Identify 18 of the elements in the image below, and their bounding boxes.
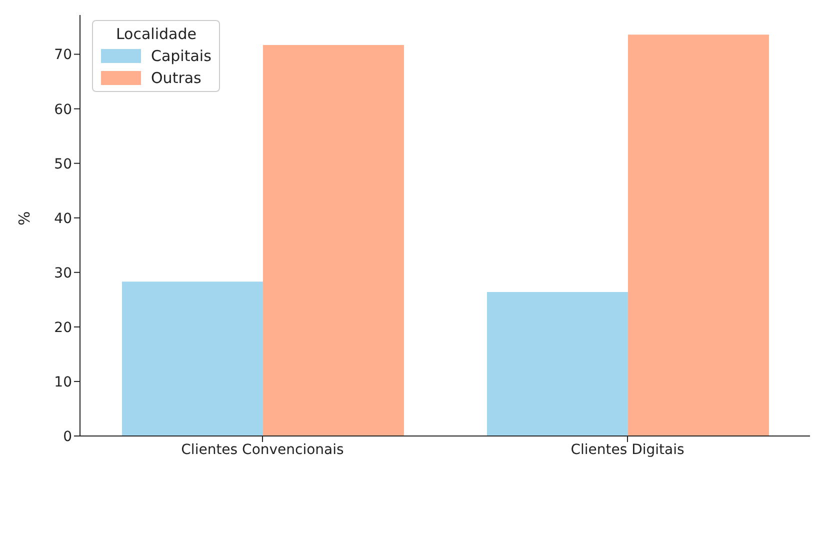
y-tick-label: 30 bbox=[54, 265, 72, 282]
y-tick-label: 60 bbox=[54, 102, 72, 118]
y-tick-label: 0 bbox=[63, 428, 72, 445]
bar bbox=[122, 282, 263, 436]
legend-title: Localidade bbox=[114, 25, 198, 43]
y-tick-label: 40 bbox=[54, 210, 72, 227]
y-tick-label: 10 bbox=[54, 374, 72, 390]
y-tick-label: 20 bbox=[54, 320, 72, 336]
x-tick-label: Clientes Convencionais bbox=[181, 442, 344, 458]
x-tick-label: Clientes Digitais bbox=[570, 442, 684, 458]
y-axis-title: % bbox=[15, 211, 34, 226]
legend-label: Capitais bbox=[151, 47, 212, 65]
bar bbox=[628, 34, 769, 436]
bar bbox=[262, 44, 404, 436]
y-tick-label: 70 bbox=[54, 47, 72, 64]
legend-label: Outras bbox=[151, 69, 202, 87]
y-tick-label: 50 bbox=[54, 156, 72, 172]
bar bbox=[486, 292, 628, 436]
